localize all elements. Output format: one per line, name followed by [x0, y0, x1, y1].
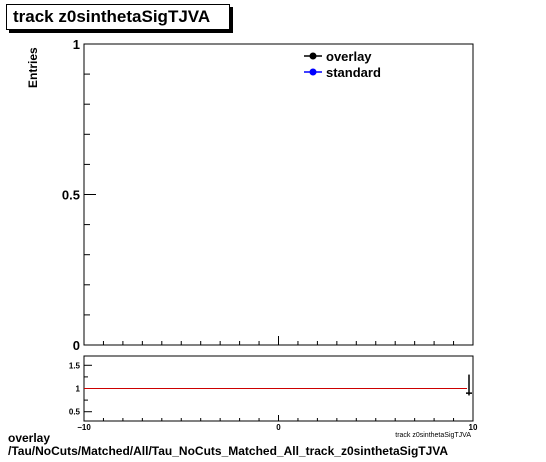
ratio-x-axis-label: track z0sinthetaSigTJVA	[395, 432, 471, 439]
chart-title: track z0sinthetaSigTJVA	[13, 7, 211, 26]
main-y-tick-label: 0	[73, 338, 80, 353]
legend-label-standard: standard	[326, 65, 381, 80]
main-plot-frame	[83, 43, 474, 346]
ratio-points	[466, 374, 472, 396]
footer-line-1: overlay	[8, 431, 51, 445]
main-y-tick-label: 0.5	[62, 188, 80, 203]
ratio-x-tick-label: 10	[469, 423, 478, 432]
legend-entry-standard: standard	[304, 65, 381, 80]
footer-caption: overlay /Tau/NoCuts/Matched/All/Tau_NoCu…	[8, 432, 448, 458]
legend-marker-overlay	[309, 52, 317, 60]
ratio-y-tick-label: 1.5	[69, 361, 81, 370]
legend: overlay standard	[304, 49, 381, 80]
main-y-axis: 00.51	[62, 37, 96, 353]
legend-entry-overlay: overlay	[304, 49, 372, 64]
ratio-y-tick-label: 1	[76, 385, 81, 394]
legend-marker-standard	[309, 68, 317, 76]
legend-label-overlay: overlay	[326, 49, 372, 64]
main-x-axis	[83, 336, 474, 345]
ratio-y-tick-label: 0.5	[69, 408, 81, 417]
main-y-tick-label: 1	[73, 37, 80, 52]
footer-line-2: /Tau/NoCuts/Matched/All/Tau_NoCuts_Match…	[8, 444, 449, 458]
ratio-x-tick-label: 0	[276, 423, 281, 432]
ratio-x-tick-label: −10	[77, 423, 91, 432]
y-axis-label: Entries	[26, 47, 40, 88]
chart-title-box: track z0sinthetaSigTJVA	[6, 4, 230, 30]
ratio-x-axis: −10 0 10	[77, 415, 478, 432]
